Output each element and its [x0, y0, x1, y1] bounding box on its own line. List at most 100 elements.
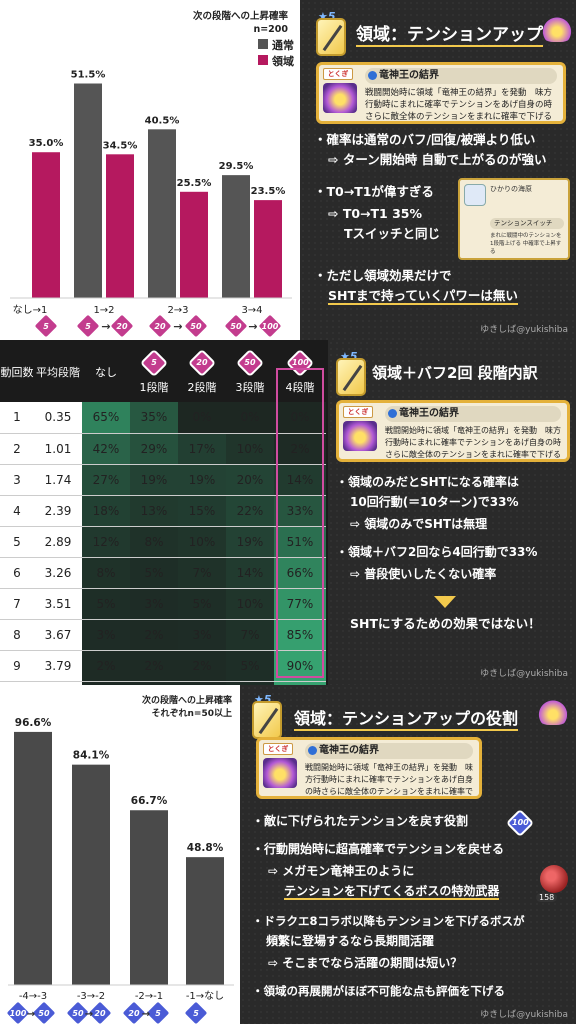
tension-badge-shape	[33, 313, 59, 339]
mini-desc: まれに戦闘中のテンションを1段階上げる 中確率で上昇する	[490, 233, 562, 255]
table-row: 7 3.51 5% 3% 5% 10% 77%	[0, 588, 326, 620]
cell-percent: 85%	[274, 619, 326, 651]
tension-minus-badge-label: 100	[10, 1009, 27, 1018]
table-row: 3 1.74 27% 19% 19% 20% 14%	[0, 464, 326, 496]
tension-minus-badge-shape	[145, 1000, 171, 1024]
legend-item-domain: 領域	[258, 54, 294, 70]
bullet: ・確率は通常のバフ/回復/被弾より低い	[314, 132, 536, 147]
cell-average: 3.26	[34, 557, 82, 589]
cell-percent: 3%	[178, 619, 226, 651]
cell-percent: 20%	[226, 464, 274, 496]
arrow-icon: →	[173, 320, 182, 333]
tension-badge: 5	[139, 348, 169, 378]
cell-actions: 9	[0, 650, 34, 682]
cell-percent: 10%	[226, 433, 274, 465]
panel-tension-up: 次の段階への上昇確率 n=200 通常 領域 35.0% なし→1 51.5% 34.…	[0, 0, 576, 340]
arrow-icon: →	[85, 1009, 93, 1020]
cell-percent: 42%	[82, 433, 130, 465]
bullet: SHTまで持っていくパワーは無い	[328, 288, 518, 305]
tension-minus-badge-shape	[65, 1000, 91, 1024]
boss-icon	[540, 865, 568, 893]
chart1-area: 次の段階への上昇確率 n=200 通常 領域 35.0% なし→1 51.5% 34.…	[0, 0, 300, 340]
chart1-legend: 次の段階への上昇確率 n=200	[193, 10, 288, 36]
x-tick-label: 3→4	[241, 305, 262, 316]
cell-average: 1.01	[34, 433, 82, 465]
cell-percent: 14%	[274, 464, 326, 496]
cell-percent: 10%	[226, 588, 274, 620]
data-label: 66.7%	[131, 795, 168, 807]
heat-table: 動回数 平均段階 なし 5 1段階 20 2段階 50 3段階 100 4段階 1 0.3…	[0, 342, 326, 713]
panel-breakdown: 動回数 平均段階 なし 5 1段階 20 2段階 50 3段階 100 4段階 1 0.3…	[0, 340, 576, 713]
mini-title: ひかりの海原	[490, 185, 532, 193]
cell-percent: 10%	[178, 526, 226, 558]
bullet: ⇨ 領域のみでSHTは無理	[350, 517, 488, 531]
tension-badge-label: 100	[262, 322, 279, 331]
x-tick-label: なし→1	[13, 304, 48, 316]
table-row: 5 2.89 12% 8% 10% 19% 51%	[0, 526, 326, 558]
cell-percent: 13%	[130, 495, 178, 527]
weapon-icon	[316, 18, 346, 56]
cell-percent: 90%	[274, 650, 326, 682]
bar	[72, 764, 110, 985]
table-row: 9 3.79 2% 2% 2% 5% 90%	[0, 650, 326, 682]
skill-name: 竜神王の結界	[385, 406, 561, 422]
bar	[186, 857, 224, 985]
cell-percent: 22%	[226, 495, 274, 527]
tension-minus-badge-shape	[121, 1000, 147, 1024]
weapon-mini-card: ひかりの海原 テンションスイッチ まれに戦闘中のテンションを1段階上げる 中確率…	[458, 178, 570, 260]
skill-desc: 戦闘開始時に領域「竜神王の結界」を発動 味方行動時にまれに確率でテンションをあげ…	[305, 763, 473, 796]
bullet: ・行動開始時に超高確率でテンションを戻せる	[252, 842, 505, 856]
tension-badge: 5	[33, 313, 59, 339]
x-tick-label: -2→-1	[135, 991, 163, 1002]
legend-title: 次の段階への上昇確率	[141, 696, 232, 706]
bullet: ⇨ ターン開始時 自動で上がるのが強い	[328, 152, 547, 167]
skill-tag: とくぎ	[323, 68, 353, 80]
cell-percent: 14%	[226, 557, 274, 589]
cell-average: 2.39	[34, 495, 82, 527]
bar	[130, 810, 168, 985]
legend-items: 通常 領域	[258, 38, 294, 70]
data-label: 40.5%	[145, 115, 180, 126]
tension-badge: 50	[183, 313, 209, 339]
arrow-icon: →	[27, 1009, 35, 1020]
tension-minus-badge: 5	[145, 1000, 171, 1024]
bar-normal	[148, 129, 176, 298]
tension-minus-badge: 20	[87, 1000, 113, 1024]
domain-icon	[540, 16, 574, 42]
cell-percent: 12%	[82, 526, 130, 558]
tension-badge-shape	[109, 313, 135, 339]
cell-percent: 65%	[82, 402, 130, 434]
col-header: 平均段階	[34, 342, 82, 402]
tension-minus-badge-shape	[87, 1000, 113, 1024]
cell-percent: 5%	[226, 650, 274, 682]
cell-percent: 5%	[82, 588, 130, 620]
data-label: 34.5%	[103, 140, 138, 151]
tension-minus-badge-label: 50	[72, 1009, 84, 1018]
skill-tag: とくぎ	[343, 406, 373, 418]
tension-badge-shape	[147, 313, 173, 339]
x-tick-label: 2→3	[167, 305, 188, 316]
cell-actions: 8	[0, 619, 34, 651]
bullet: ・ただし領域効果だけで	[314, 268, 452, 283]
arrow-icon: →	[101, 320, 110, 333]
bullet: 頻繁に登場するなら長期間活躍	[266, 934, 435, 948]
cell-actions: 6	[0, 557, 34, 589]
conclusion: SHTにするための効果ではない！	[350, 616, 541, 631]
cell-actions: 2	[0, 433, 34, 465]
tension-badge-shape	[223, 313, 249, 339]
cell-percent: 27%	[82, 464, 130, 496]
cell-actions: 1	[0, 402, 34, 434]
tension-badge-shape	[75, 313, 101, 339]
bullet: ⇨ メガモン竜神王のように	[268, 864, 415, 878]
skill-name: 竜神王の結界	[305, 743, 473, 759]
x-tick-label: -1→なし	[186, 990, 224, 1002]
tension-minus-badge: 50	[31, 1000, 57, 1024]
legend-n: n=200	[253, 24, 288, 35]
col-header: 100 4段階	[274, 342, 326, 402]
bullet: ・領域＋バフ2回なら4回行動で33%	[336, 545, 538, 559]
tension-minus-badge-shape	[31, 1000, 57, 1024]
bullet: Tスイッチと同じ	[344, 226, 441, 241]
cell-percent: 66%	[274, 557, 326, 589]
bullet: ・敵に下げられたテンションを戻す役割	[252, 814, 469, 828]
tension-badge-label: 50	[190, 322, 202, 331]
